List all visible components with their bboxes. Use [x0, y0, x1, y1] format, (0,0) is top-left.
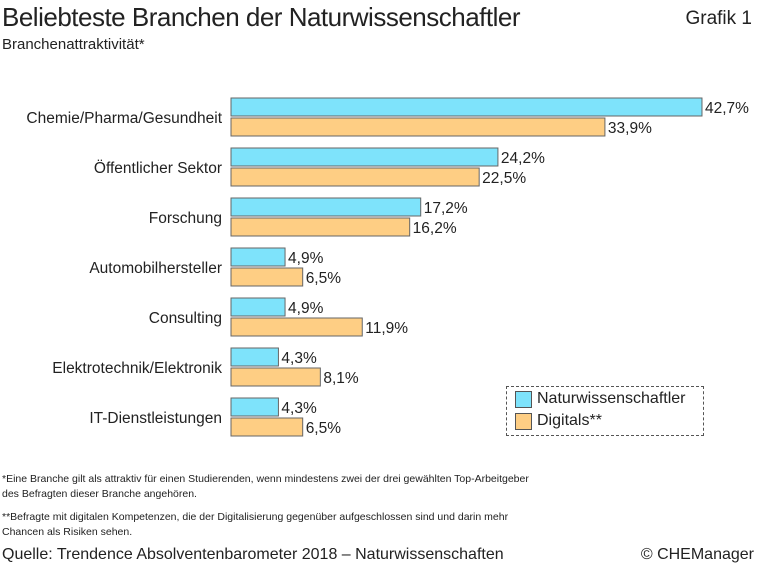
bar-digitals — [230, 267, 304, 287]
bar-digitals — [230, 167, 480, 187]
category-label: IT-Dienstleistungen — [89, 410, 222, 427]
data-label: 24,2% — [501, 150, 545, 167]
bar-digitals — [230, 317, 363, 337]
data-label: 4,3% — [281, 400, 317, 417]
bar-naturwissenschaftler — [230, 147, 499, 167]
data-label: 17,2% — [424, 200, 468, 217]
legend-swatch — [515, 390, 532, 408]
data-label: 6,5% — [306, 420, 342, 437]
data-label: 4,3% — [281, 350, 317, 367]
data-label: 4,9% — [288, 300, 324, 317]
bar-naturwissenschaftler — [230, 397, 279, 417]
data-label: 42,7% — [705, 100, 749, 117]
bar-plot: Chemie/Pharma/Gesundheit 42,7% 33,9% Öffent… — [26, 97, 749, 437]
figure-label: Grafik 1 — [685, 8, 752, 29]
footnote-1: *Eine Branche gilt als attraktiv für ein… — [2, 473, 529, 500]
chart-subtitle: Branchenattraktivität* — [2, 36, 145, 53]
data-label: 22,5% — [482, 170, 526, 187]
data-label: 4,9% — [288, 250, 324, 267]
category-label: Consulting — [149, 310, 222, 327]
bar-naturwissenschaftler — [230, 297, 286, 317]
bar-naturwissenschaftler — [230, 347, 279, 367]
copyright: © CHEManager — [640, 546, 754, 563]
bar-naturwissenschaftler — [230, 247, 286, 267]
source: Quelle: Trendence Absolventenbarometer 2… — [2, 546, 504, 563]
data-label: 16,2% — [413, 220, 457, 237]
legend-label: Naturwissenschaftler — [537, 390, 686, 407]
category-label: Chemie/Pharma/Gesundheit — [26, 110, 222, 127]
data-label: 11,9% — [365, 320, 408, 337]
bar-digitals — [230, 117, 606, 137]
legend: Naturwissenschaftler Digitals** — [506, 386, 704, 436]
data-label: 33,9% — [608, 120, 652, 137]
legend-item-digitals: Digitals** — [515, 412, 602, 430]
chart-title: Beliebteste Branchen der Naturwissenscha… — [2, 2, 521, 32]
category-label: Automobilhersteller — [89, 260, 222, 277]
bar-digitals — [230, 217, 411, 237]
category-label: Elektrotechnik/Elektronik — [52, 360, 222, 377]
footnote-2: **Befragte mit digitalen Kompetenzen, di… — [2, 511, 509, 538]
category-label: Öffentlicher Sektor — [94, 159, 222, 177]
bar-digitals — [230, 417, 304, 437]
data-label: 6,5% — [306, 270, 342, 287]
legend-item-naturwissenschaftler: Naturwissenschaftler — [515, 390, 686, 408]
category-label: Forschung — [149, 210, 222, 227]
bar-naturwissenschaftler — [230, 97, 703, 117]
bar-digitals — [230, 367, 321, 387]
legend-swatch — [515, 412, 532, 430]
data-label: 8,1% — [323, 370, 359, 387]
bar-naturwissenschaftler — [230, 197, 422, 217]
legend-label: Digitals** — [537, 412, 602, 429]
